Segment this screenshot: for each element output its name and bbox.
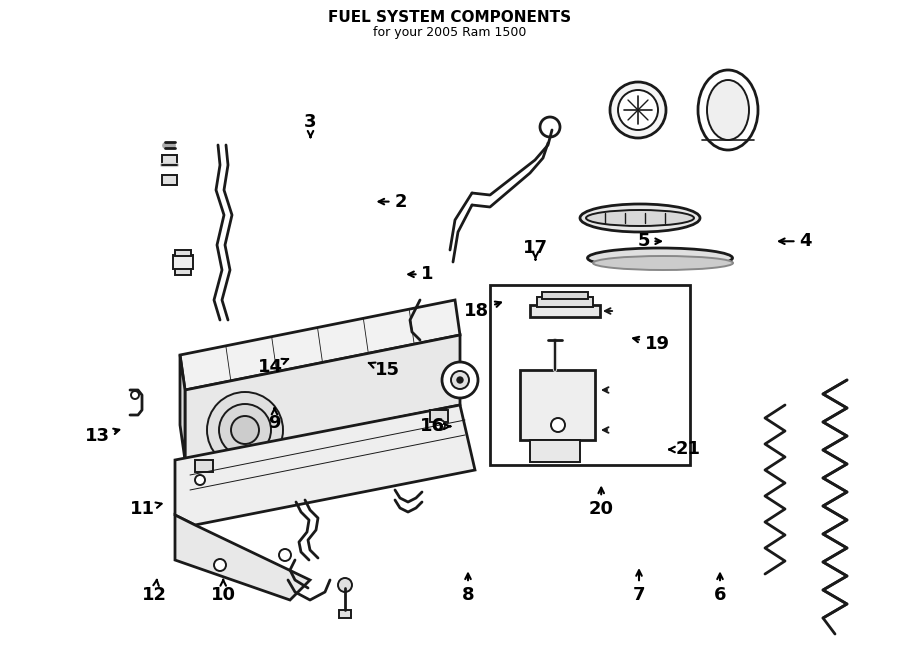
Bar	[173, 255, 193, 269]
Text: 10: 10	[211, 580, 236, 604]
Ellipse shape	[593, 256, 733, 270]
Circle shape	[610, 82, 666, 138]
Circle shape	[279, 549, 291, 561]
Bar	[530, 305, 600, 317]
Text: 8: 8	[462, 574, 474, 604]
Circle shape	[442, 362, 478, 398]
Circle shape	[131, 391, 139, 399]
Polygon shape	[180, 300, 460, 390]
Bar	[162, 155, 177, 165]
Bar	[542, 292, 588, 299]
Polygon shape	[175, 405, 475, 525]
Bar	[530, 440, 580, 462]
Ellipse shape	[586, 210, 694, 226]
Circle shape	[451, 371, 469, 389]
Circle shape	[540, 117, 560, 137]
Text: 9: 9	[268, 408, 281, 432]
Text: 13: 13	[85, 427, 120, 446]
Text: 16: 16	[419, 417, 450, 436]
Text: 21: 21	[670, 440, 701, 459]
Polygon shape	[180, 355, 185, 460]
Bar	[490, 285, 690, 465]
Circle shape	[207, 392, 283, 468]
Text: 4: 4	[779, 232, 812, 251]
Text: 17: 17	[523, 239, 548, 260]
Circle shape	[551, 418, 565, 432]
Text: 2: 2	[379, 192, 407, 211]
Text: 1: 1	[409, 265, 434, 284]
Text: 6: 6	[714, 574, 726, 604]
Circle shape	[231, 416, 259, 444]
Bar	[430, 410, 448, 422]
Text: 11: 11	[130, 500, 162, 518]
Circle shape	[219, 404, 271, 456]
Text: 12: 12	[142, 580, 167, 604]
Text: 15: 15	[369, 361, 400, 379]
Bar	[175, 250, 191, 256]
Text: 18: 18	[464, 301, 501, 320]
Circle shape	[214, 559, 226, 571]
Circle shape	[435, 420, 445, 430]
Circle shape	[338, 578, 352, 592]
Circle shape	[618, 90, 658, 130]
Text: FUEL SYSTEM COMPONENTS: FUEL SYSTEM COMPONENTS	[328, 10, 572, 25]
Ellipse shape	[698, 70, 758, 150]
Bar	[175, 269, 191, 275]
Bar	[339, 610, 351, 618]
Text: 19: 19	[634, 334, 670, 353]
Text: 7: 7	[633, 570, 645, 604]
Bar	[162, 175, 177, 185]
Circle shape	[195, 475, 205, 485]
Polygon shape	[185, 335, 460, 460]
Polygon shape	[520, 370, 595, 440]
Bar	[195, 460, 213, 472]
Ellipse shape	[707, 80, 749, 140]
Text: 14: 14	[257, 358, 288, 376]
Ellipse shape	[580, 204, 700, 232]
Text: for your 2005 Ram 1500: for your 2005 Ram 1500	[374, 26, 526, 39]
Circle shape	[457, 377, 463, 383]
Polygon shape	[175, 515, 310, 600]
Text: 3: 3	[304, 113, 317, 137]
Text: 5: 5	[637, 232, 661, 251]
Bar	[537, 297, 593, 307]
Ellipse shape	[588, 248, 733, 268]
Text: 20: 20	[589, 488, 614, 518]
